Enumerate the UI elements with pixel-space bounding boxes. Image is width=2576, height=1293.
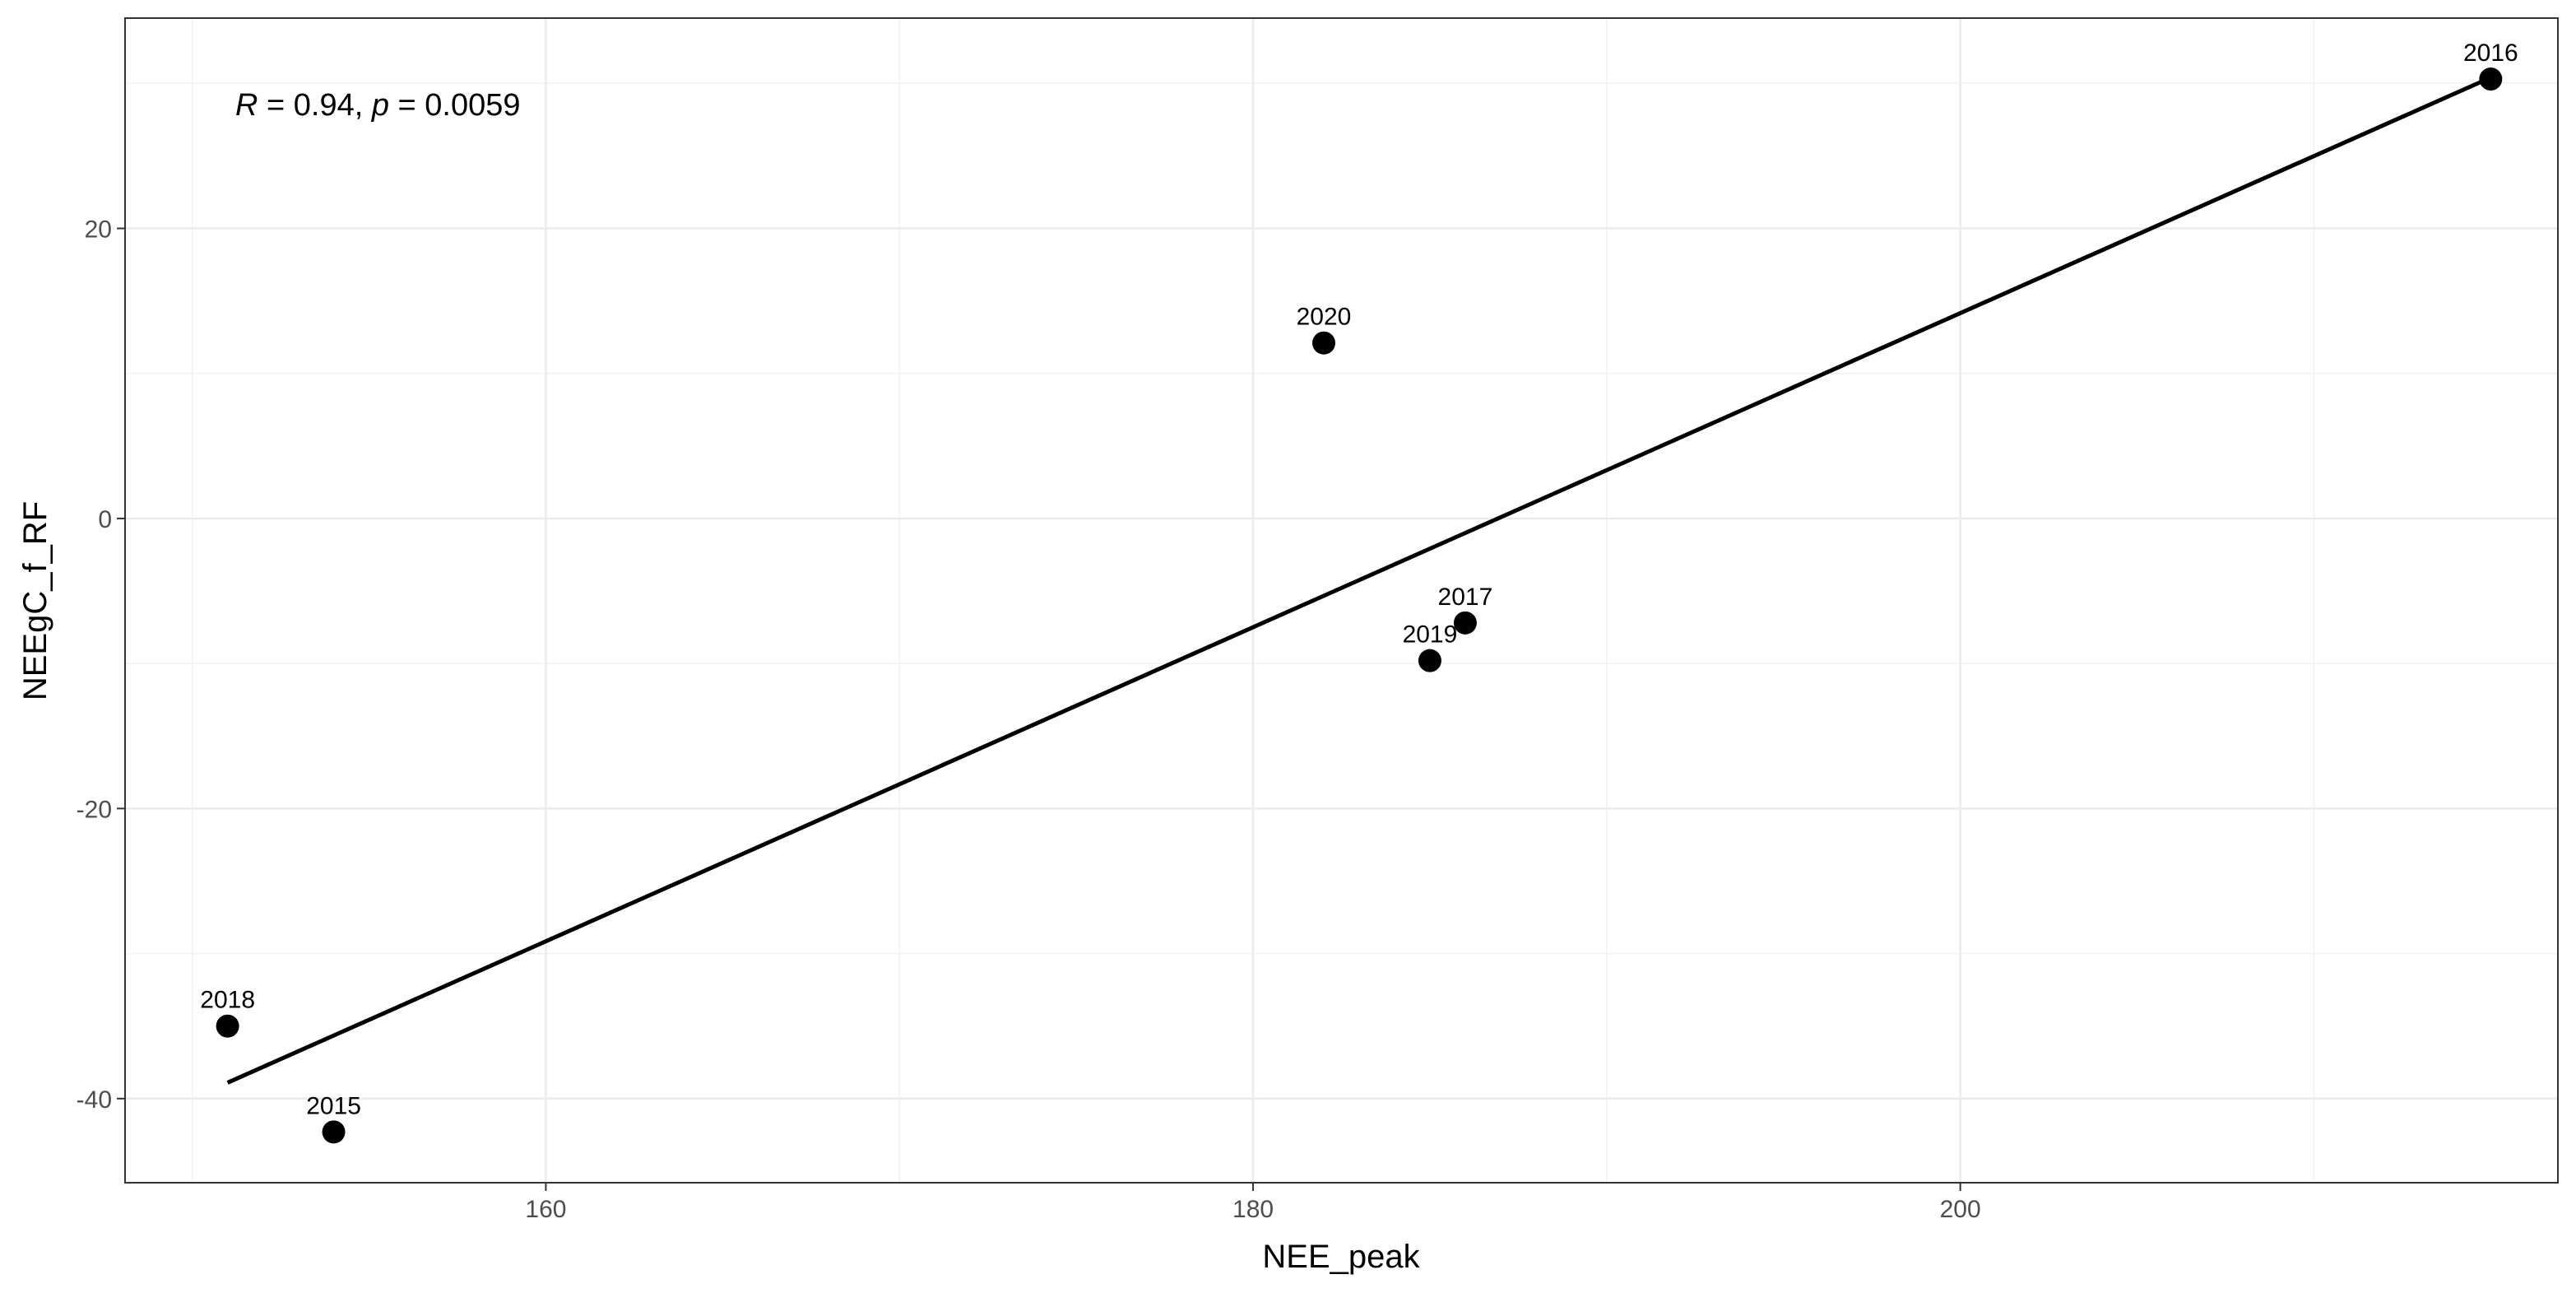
- p-value-text: = 0.0059: [389, 88, 521, 123]
- point-label-2018: 2018: [200, 987, 255, 1014]
- r-symbol: R: [235, 88, 258, 123]
- data-point-2019: [1418, 649, 1441, 672]
- y-tick-label: -40: [77, 1086, 112, 1114]
- point-label-2015: 2015: [306, 1092, 361, 1119]
- point-label-2017: 2017: [1438, 584, 1493, 611]
- regression-line: [226, 75, 2492, 1085]
- y-tick-label: 20: [85, 216, 112, 244]
- y-axis-ticks: -40 -20 0 20: [77, 216, 125, 1114]
- data-points: [216, 67, 2503, 1144]
- y-axis-title: NEEgC_f_RF: [17, 501, 53, 700]
- data-point-2020: [1312, 331, 1336, 355]
- y-tick-label: 0: [98, 506, 112, 533]
- plot-panel-background: [125, 18, 2558, 1183]
- y-tick-label: -20: [77, 796, 112, 823]
- point-label-2016: 2016: [2463, 40, 2518, 67]
- p-symbol: p: [371, 88, 389, 123]
- x-axis-ticks: 160 180 200: [525, 1183, 1981, 1223]
- point-labels: 2015 2016 2017 2018 2019 2020: [200, 40, 2518, 1119]
- minor-gridlines: [125, 18, 2558, 1183]
- plot-panel-border: [124, 17, 2559, 1184]
- x-axis-title: NEE_peak: [1262, 1239, 1420, 1275]
- x-tick-label: 180: [1232, 1196, 1274, 1223]
- regression-line-segment: [226, 75, 2492, 1085]
- x-tick-label: 160: [525, 1196, 566, 1223]
- point-label-2020: 2020: [1297, 304, 1352, 331]
- x-tick-label: 200: [1940, 1196, 1981, 1223]
- data-point-2016: [2479, 67, 2503, 91]
- r-value-text: = 0.94,: [258, 88, 371, 123]
- point-label-2019: 2019: [1403, 621, 1458, 649]
- data-point-2015: [322, 1120, 346, 1144]
- data-point-2018: [216, 1014, 239, 1038]
- correlation-annotation: R = 0.94, p = 0.0059: [235, 88, 521, 123]
- data-point-2017: [1453, 611, 1477, 635]
